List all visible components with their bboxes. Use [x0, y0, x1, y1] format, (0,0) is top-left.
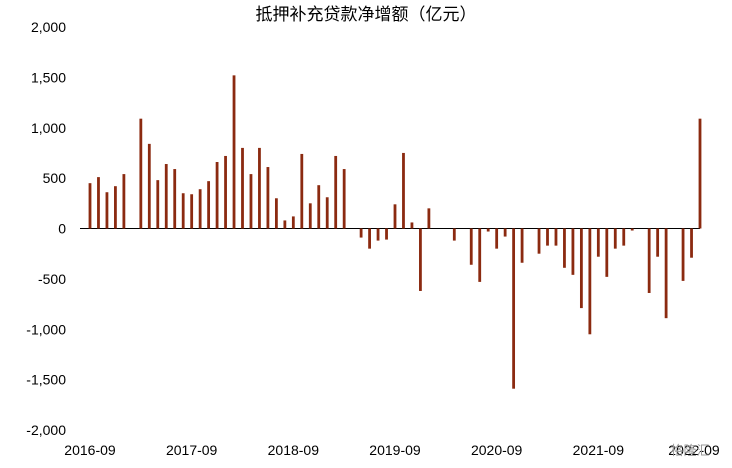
bar-2020-08 — [486, 228, 490, 232]
bar-2018-10 — [300, 153, 304, 229]
bar-2017-01 — [122, 174, 126, 229]
bar-2018-03 — [241, 147, 244, 229]
bar-2021-12 — [622, 228, 626, 246]
bar-2019-08 — [385, 228, 388, 240]
bar-2020-11 — [512, 228, 516, 389]
bar-2019-03 — [342, 169, 346, 229]
bar-2019-07 — [376, 228, 380, 241]
bar-2017-11 — [207, 181, 211, 229]
bar-2020-01 — [427, 208, 431, 229]
bar-2019-06 — [368, 228, 371, 249]
bar-2017-07 — [173, 169, 177, 229]
bar-2020-10 — [503, 228, 507, 237]
bar-2019-05 — [359, 228, 363, 238]
bar-2022-04 — [656, 228, 660, 257]
bar-2016-10 — [97, 177, 100, 229]
bar-2021-08 — [588, 228, 592, 335]
bar-2019-09 — [393, 204, 397, 229]
bar-2018-06 — [266, 167, 270, 229]
bar-2022-07 — [681, 228, 685, 281]
x-tick-label: 2019-09 — [369, 442, 421, 458]
bar-2022-01 — [630, 228, 634, 231]
bar-2017-10 — [198, 189, 202, 229]
bar-2021-02 — [537, 228, 541, 254]
y-tick-label: 0 — [58, 221, 66, 237]
bar-2016-12 — [114, 186, 117, 229]
y-tick-label: -2,000 — [26, 422, 66, 438]
y-axis-tick-labels: 2,000 1,500 1,000 500 0 -500 -1,000 -1,500 -2,00… — [26, 19, 66, 438]
chart-title: 抵押补充贷款净增额（亿元） — [256, 5, 477, 25]
y-tick-label: 2,000 — [31, 19, 66, 35]
y-tick-label: 1,500 — [31, 69, 66, 85]
bar-2022-09 — [698, 118, 702, 229]
bar-2021-05 — [563, 228, 566, 268]
bar-2017-08 — [181, 193, 185, 229]
bar-2021-09 — [596, 228, 600, 257]
bar-2019-11 — [410, 222, 414, 229]
x-tick-label: 2016-09 — [64, 442, 116, 458]
bar-2021-11 — [613, 228, 617, 249]
bar-2020-07 — [478, 228, 482, 282]
bar-2021-04 — [554, 228, 558, 246]
bar-2018-09 — [291, 216, 295, 229]
bar-2016-09 — [88, 183, 92, 229]
bar-2020-04 — [452, 228, 456, 241]
y-tick-label: 500 — [43, 170, 67, 186]
x-tick-label: 2020-09 — [471, 442, 523, 458]
bar-2018-04 — [249, 174, 253, 229]
bar-2018-08 — [283, 220, 287, 229]
bar-2021-07 — [579, 228, 583, 309]
bar-2017-12 — [215, 162, 219, 229]
bar-2020-12 — [520, 228, 524, 263]
bar-2021-06 — [571, 228, 575, 275]
bar-2017-09 — [190, 194, 194, 229]
watermark-text: 格隆汇 — [670, 443, 709, 459]
x-axis-tick-labels: 2016-09 2017-09 2018-09 2019-09 2020-09 2021-… — [64, 442, 720, 458]
bar-2017-06 — [164, 164, 168, 229]
y-tick-label: -1,000 — [26, 321, 66, 337]
bar-2020-06 — [469, 228, 473, 265]
x-tick-label: 2022-09 — [668, 442, 720, 458]
bar-2021-03 — [546, 228, 549, 246]
bar-2017-03 — [139, 118, 143, 229]
bar-2022-05 — [664, 228, 668, 319]
bar-2019-01 — [325, 197, 329, 229]
bar-2018-05 — [258, 147, 261, 229]
bar-2018-11 — [308, 203, 312, 229]
bar-2022-03 — [647, 228, 651, 293]
bar-series — [88, 75, 702, 389]
y-tick-label: -1,500 — [26, 372, 66, 388]
y-tick-label: -500 — [38, 271, 66, 287]
y-tick-label: 1,000 — [31, 120, 66, 136]
bar-2017-04 — [147, 143, 151, 229]
bar-2022-08 — [690, 228, 693, 258]
bar-2018-07 — [274, 198, 278, 229]
bar-2018-01 — [224, 155, 227, 229]
x-tick-label: 2021-09 — [573, 442, 625, 458]
bar-2019-02 — [334, 155, 338, 229]
bar-2018-02 — [232, 75, 236, 229]
bar-2019-12 — [419, 228, 422, 291]
bar-2016-11 — [105, 192, 109, 229]
x-tick-label: 2017-09 — [166, 442, 218, 458]
x-tick-label: 2018-09 — [268, 442, 320, 458]
bar-2019-10 — [402, 152, 405, 229]
bar-2018-12 — [317, 185, 321, 229]
bar-2017-05 — [156, 180, 160, 229]
bar-2020-09 — [495, 228, 499, 249]
bar-2021-10 — [605, 228, 609, 277]
